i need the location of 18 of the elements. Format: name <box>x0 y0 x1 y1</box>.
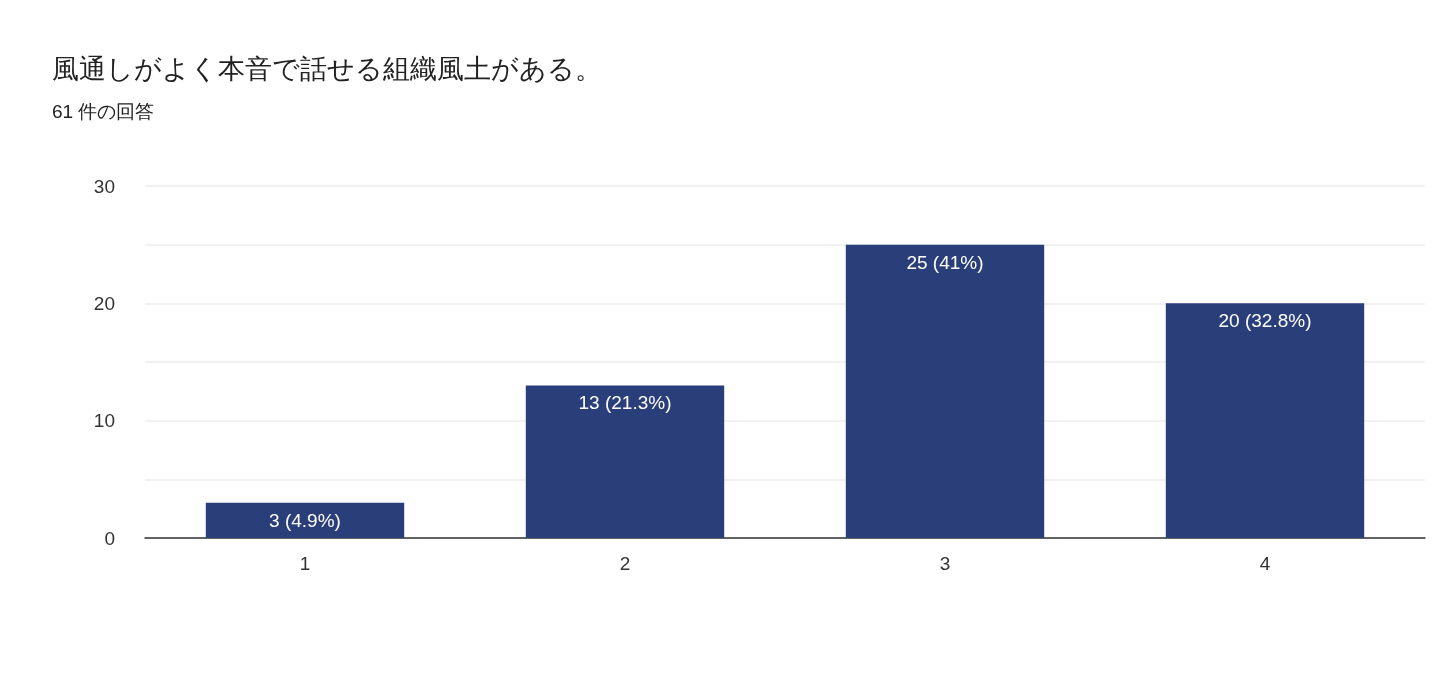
bar <box>205 502 405 538</box>
data-label: 13 (21.3%) <box>578 392 672 414</box>
x-tick-label: 1 <box>299 553 311 574</box>
x-tick-label: 3 <box>939 553 951 574</box>
chart-subtitle: 61 件の回答 <box>52 101 155 122</box>
y-tick-label: 10 <box>93 410 115 432</box>
y-tick-label: 20 <box>93 292 115 314</box>
y-tick-label: 0 <box>104 527 115 549</box>
bar <box>1165 303 1365 538</box>
data-label: 25 (41%) <box>906 251 984 273</box>
bar <box>525 385 725 538</box>
bar <box>845 244 1045 538</box>
chart-title: 風通しがよく本音で話せる組織風土がある。 <box>52 53 602 84</box>
x-tick-label: 4 <box>1259 553 1271 574</box>
data-label: 3 (4.9%) <box>269 509 341 531</box>
y-tick-label: 30 <box>93 175 115 197</box>
data-label: 20 (32.8%) <box>1218 310 1312 332</box>
x-tick-label: 2 <box>619 553 631 574</box>
